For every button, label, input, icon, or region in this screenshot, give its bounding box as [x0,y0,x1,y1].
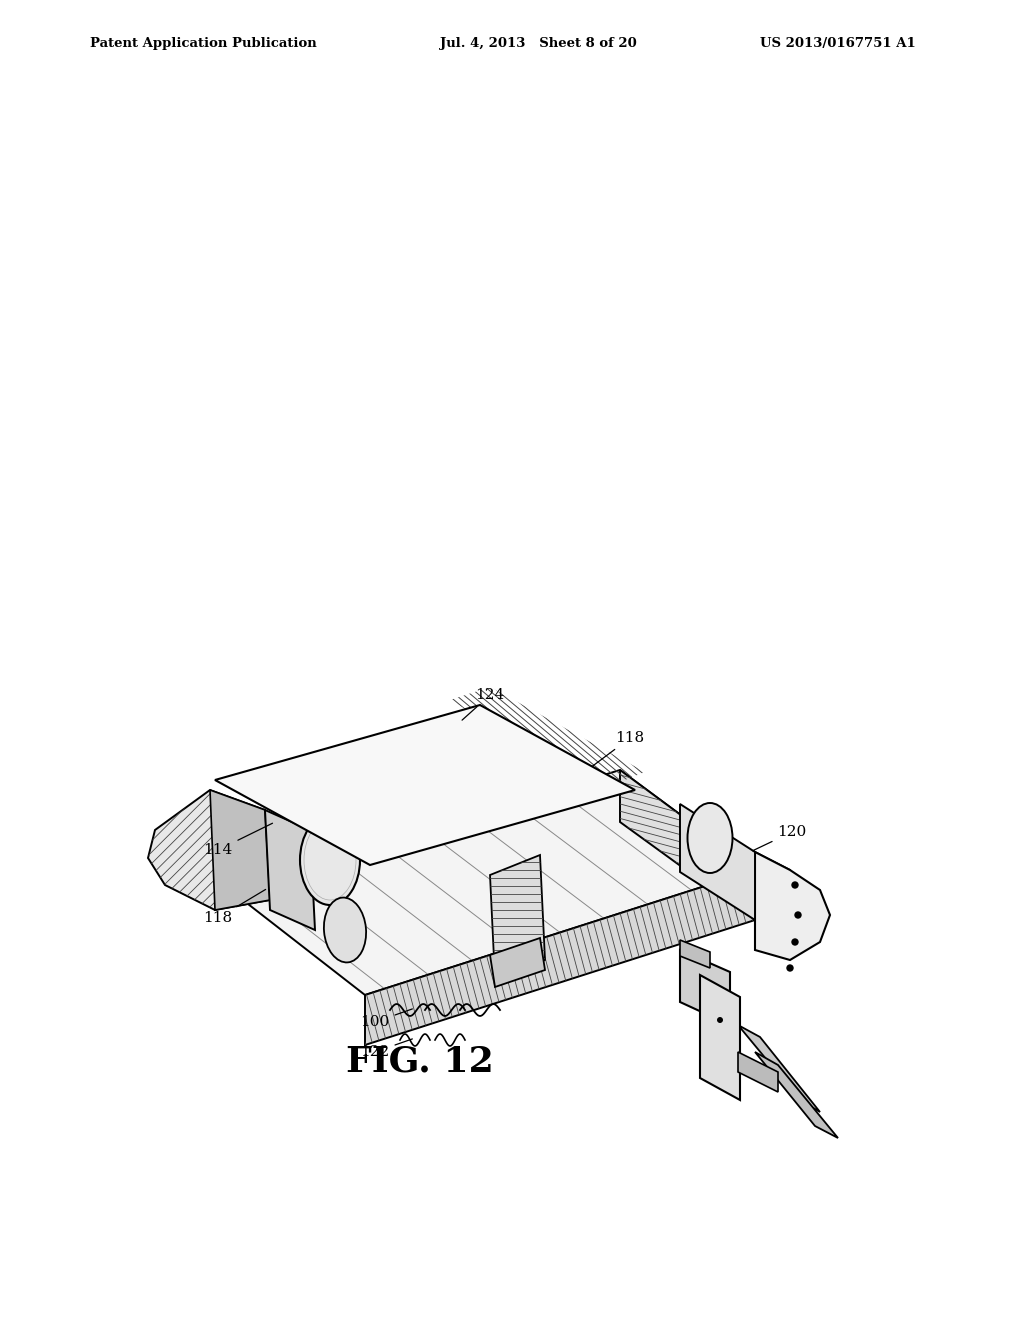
Polygon shape [738,1026,820,1111]
Polygon shape [148,789,290,909]
Text: 118: 118 [204,890,265,925]
Circle shape [792,939,798,945]
Polygon shape [490,855,545,979]
Ellipse shape [300,814,360,906]
Text: FIG. 12: FIG. 12 [346,1045,494,1078]
Polygon shape [230,770,755,995]
Text: 120: 120 [753,825,807,851]
Ellipse shape [687,803,732,873]
Polygon shape [210,789,270,909]
Polygon shape [738,1052,778,1092]
Text: 124: 124 [462,688,505,721]
Polygon shape [755,851,830,960]
Polygon shape [680,950,730,1026]
Text: US 2013/0167751 A1: US 2013/0167751 A1 [760,37,915,50]
Text: 100: 100 [360,1008,413,1030]
Polygon shape [620,770,755,920]
Polygon shape [680,940,710,968]
Polygon shape [215,705,635,865]
Circle shape [717,1016,723,1023]
Polygon shape [365,870,755,1045]
Polygon shape [265,810,315,931]
Ellipse shape [324,898,367,962]
Polygon shape [700,975,740,1100]
Polygon shape [755,851,790,931]
Polygon shape [755,1052,838,1138]
Text: Jul. 4, 2013   Sheet 8 of 20: Jul. 4, 2013 Sheet 8 of 20 [440,37,637,50]
Text: 122: 122 [360,1039,413,1059]
Polygon shape [680,804,755,920]
Polygon shape [490,939,545,987]
Circle shape [792,882,798,888]
Text: 118: 118 [592,731,644,767]
Text: Patent Application Publication: Patent Application Publication [90,37,316,50]
Circle shape [795,912,801,917]
Circle shape [787,965,793,972]
Text: 114: 114 [204,824,272,857]
